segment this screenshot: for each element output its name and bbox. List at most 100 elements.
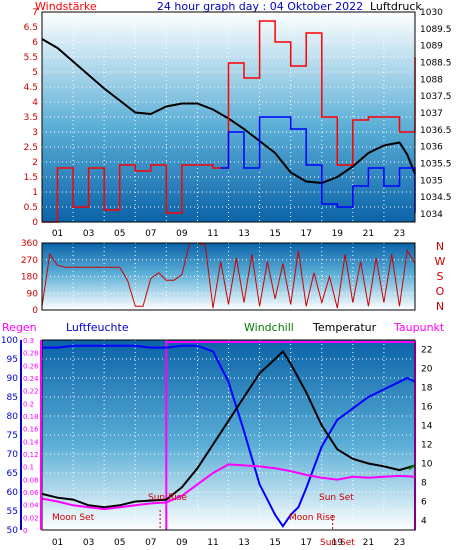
pressure-tick-label: 1034.5: [420, 193, 452, 203]
x-tick-label: 01: [52, 538, 63, 548]
rain-tick-label: 0.28: [23, 350, 39, 358]
annotation-sun-set-bottom: Sun Set: [320, 538, 355, 548]
rain-tick-label: 0.14: [23, 438, 39, 446]
legend-temperatur: Temperatur: [312, 321, 377, 334]
plot-1-marks: [41, 20, 416, 223]
x-tick-labels-3: 01 03 05 07 09 11 13 15 17 19 21 23: [52, 538, 405, 548]
annotation-moon-rise: Moon Rise: [289, 513, 336, 523]
compass-label: N: [436, 300, 444, 313]
wind-tick-label: 7: [32, 8, 38, 18]
rain-tick-label: 0.3: [23, 337, 34, 345]
humidity-tick-labels: 50 55 60 65 70 75 80 85 90 95 100: [1, 336, 18, 536]
x-tick-label: 21: [363, 229, 374, 239]
wind-tick-label: 1: [32, 188, 38, 198]
wind-tick-label: 3.5: [24, 113, 38, 123]
x-tick-label: 21: [363, 538, 374, 548]
x-tick-label: 15: [269, 229, 280, 239]
temperature-tick-label: 22: [421, 346, 432, 356]
pressure-tick-label: 1088: [420, 75, 443, 85]
rain-tick-label: 0.12: [23, 451, 39, 459]
pressure-tick-label: 1030: [420, 8, 443, 18]
wind-speed-line: [220, 116, 416, 213]
plot-frame-1: [41, 11, 416, 223]
x-tick-label: 11: [207, 229, 218, 239]
wind-tick-label: 6.5: [24, 23, 38, 33]
x-tick-label: 19: [332, 229, 344, 239]
temperature-tick-label: 6: [421, 498, 427, 508]
x-tick-label: 23: [394, 538, 405, 548]
wind-tick-label: 1.5: [24, 173, 38, 183]
x-tick-label: 17: [300, 538, 311, 548]
x-tick-label: 07: [145, 229, 156, 239]
annotation-sun-set: Sun Set: [319, 493, 354, 503]
pressure-tick-label: 1035.5: [420, 160, 452, 170]
direction-tick-labels: 0 90 180 270 360: [21, 239, 38, 316]
compass-label: O: [436, 285, 445, 298]
humidity-tick-label: 75: [7, 431, 18, 441]
humidity-tick-label: 70: [7, 450, 19, 460]
rain-tick-label: 0.22: [23, 388, 39, 396]
rain-tick-label: 0.04: [23, 502, 39, 510]
wind-tick-label: 5.5: [24, 53, 38, 63]
wind-tick-label: 5: [32, 68, 38, 78]
legend-regen: Regen: [2, 321, 37, 334]
pressure-tick-label: 1037.5: [420, 92, 452, 102]
humidity-tick-label: 65: [7, 469, 18, 479]
rain-tick-label: 0.24: [23, 375, 39, 383]
annotation-sun-rise: Sun Rise: [148, 493, 187, 503]
x-tick-label: 05: [114, 538, 125, 548]
wind-tick-label: 2.5: [24, 143, 38, 153]
x-tick-label: 09: [176, 229, 188, 239]
rain-tick-label: 0.06: [23, 489, 39, 497]
temperature-line: [41, 349, 416, 509]
plot-area-2: [42, 243, 415, 310]
wind-tick-label: 3: [32, 128, 38, 138]
rain-tick-label: 0.08: [23, 476, 39, 484]
wind-tick-label: 0: [32, 218, 38, 228]
humidity-tick-label: 95: [7, 355, 18, 365]
rain-tick-label: 0.2: [23, 400, 34, 408]
rain-tick-labels: 0 0.02 0.04 0.06 0.08 0.1 0.12 0.14 0.16 0.18 0.2 0…: [23, 337, 39, 535]
humidity-tick-label: 50: [7, 526, 19, 536]
direction-tick-label: 0: [32, 306, 38, 316]
direction-tick-label: 90: [27, 289, 39, 299]
humidity-tick-label: 90: [7, 374, 19, 384]
plot-frame-2: [41, 242, 416, 311]
x-tick-label: 15: [269, 538, 280, 548]
wind-tick-label: 0.5: [24, 203, 38, 213]
legend-luftfeuchte: Luftfeuchte: [66, 321, 129, 334]
legend-windchill: Windchill: [244, 321, 294, 334]
temperature-tick-label: 18: [421, 384, 433, 394]
wind-tick-label: 4.5: [24, 83, 38, 93]
temperature-tick-label: 20: [421, 365, 433, 375]
x-tick-label: 03: [83, 538, 94, 548]
compass-label: N: [436, 240, 444, 253]
x-tick-label: 23: [394, 229, 405, 239]
temperature-tick-label: 4: [421, 517, 427, 527]
temperature-tick-label: 14: [421, 422, 433, 432]
x-tick-label: 05: [114, 229, 125, 239]
direction-tick-label: 180: [21, 273, 38, 283]
dewpoint-line: [41, 463, 416, 511]
x-tick-label: 13: [238, 229, 249, 239]
humidity-tick-label: 85: [7, 393, 18, 403]
pressure-tick-label: 1037: [420, 109, 443, 119]
x-tick-label: 07: [145, 538, 156, 548]
x-tick-label: 09: [176, 538, 188, 548]
rain-tick-label: 0.16: [23, 426, 39, 434]
x-tick-label: 19: [332, 538, 344, 548]
humidity-tick-label: 100: [1, 336, 18, 346]
pressure-tick-label: 1089: [420, 42, 443, 52]
temperature-tick-label: 8: [421, 479, 427, 489]
compass-label: W: [435, 255, 446, 268]
pressure-tick-label: 1036.5: [420, 126, 452, 136]
temperature-humidity-panel: Regen Luftfeuchte Windchill Temperatur T…: [1, 321, 445, 548]
plot-area-3: [42, 340, 415, 530]
wind-pressure-panel: 24 hour graph day : 04 Oktober 2022 Wind…: [24, 0, 452, 239]
rain-tick-label: 0.18: [23, 413, 39, 421]
rain-tick-label: 0.1: [23, 464, 34, 472]
rain-tick-label: 0.02: [23, 514, 39, 522]
